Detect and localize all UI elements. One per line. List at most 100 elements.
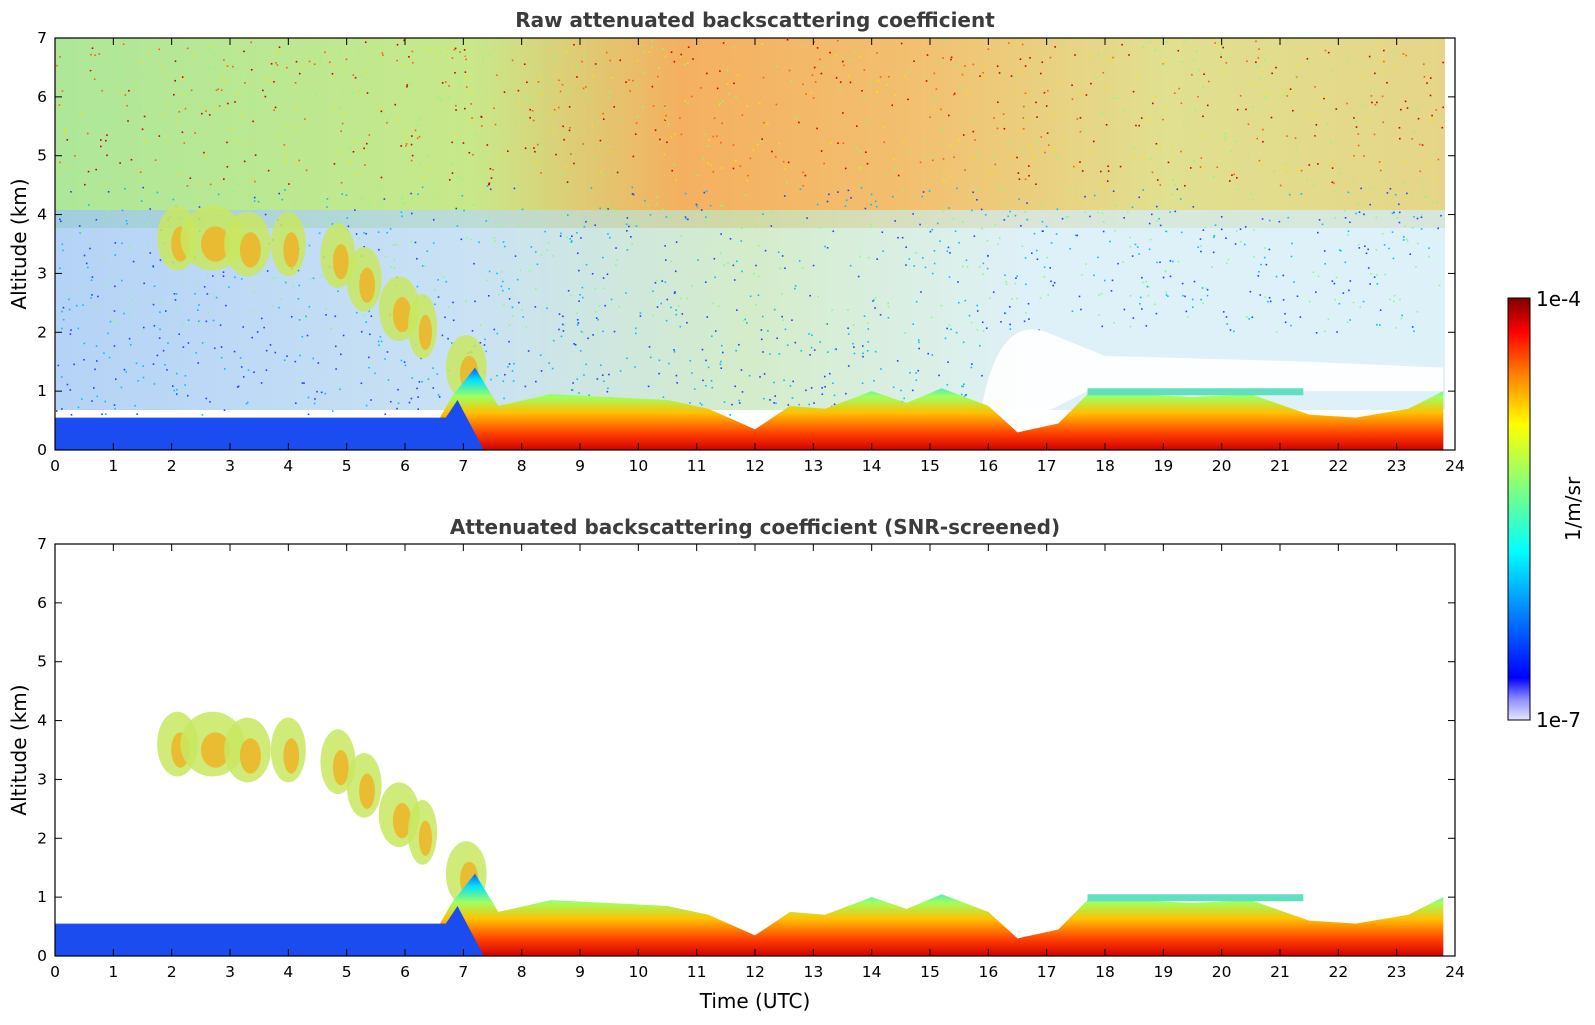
noise-speck xyxy=(165,73,168,76)
noise-speck xyxy=(976,304,978,307)
noise-speck xyxy=(1399,298,1401,301)
noise-speck xyxy=(1206,104,1209,107)
noise-speck xyxy=(1154,49,1156,52)
noise-speck xyxy=(1025,283,1027,286)
noise-speck xyxy=(628,225,630,228)
noise-speck xyxy=(225,171,228,173)
noise-speck xyxy=(1284,321,1287,324)
noise-speck xyxy=(244,82,246,84)
noise-speck xyxy=(301,335,304,338)
noise-speck xyxy=(884,172,887,175)
noise-speck xyxy=(161,114,164,116)
noise-speck xyxy=(326,218,329,221)
noise-speck xyxy=(352,92,354,94)
y-tick-label: 7 xyxy=(37,535,47,553)
noise-speck xyxy=(804,174,807,177)
noise-speck xyxy=(1043,276,1046,278)
noise-speck xyxy=(78,225,81,227)
noise-speck xyxy=(1024,257,1027,259)
noise-speck xyxy=(485,220,488,222)
noise-speck xyxy=(158,337,161,339)
noise-speck xyxy=(534,251,537,253)
noise-speck xyxy=(1217,43,1220,46)
x-tick-label: 14 xyxy=(862,457,882,475)
noise-speck xyxy=(948,207,950,209)
noise-speck xyxy=(733,82,735,85)
noise-speck xyxy=(320,391,323,394)
noise-speck xyxy=(1296,295,1299,298)
noise-speck xyxy=(282,77,285,79)
noise-speck xyxy=(1253,256,1255,258)
noise-speck xyxy=(679,325,682,328)
cloud-plume-core xyxy=(392,296,412,333)
noise-speck xyxy=(159,328,161,331)
noise-speck xyxy=(113,310,116,312)
noise-speck xyxy=(602,330,604,333)
noise-speck xyxy=(1198,69,1200,71)
noise-speck xyxy=(1018,178,1021,180)
noise-speck xyxy=(500,156,502,159)
noise-speck xyxy=(933,98,936,101)
noise-speck xyxy=(555,153,557,156)
noise-speck xyxy=(566,214,569,216)
noise-speck xyxy=(595,317,598,319)
noise-speck xyxy=(298,159,301,162)
noise-speck xyxy=(799,188,802,191)
noise-speck xyxy=(1258,48,1260,50)
noise-speck xyxy=(842,57,844,59)
y-tick-label: 0 xyxy=(37,441,47,459)
noise-speck xyxy=(912,323,914,325)
noise-speck xyxy=(559,90,562,93)
noise-speck xyxy=(1331,167,1334,169)
noise-speck xyxy=(576,63,579,66)
noise-speck xyxy=(925,80,928,82)
noise-speck xyxy=(1023,105,1025,108)
noise-speck xyxy=(1027,302,1030,305)
noise-speck xyxy=(1220,228,1223,231)
noise-speck xyxy=(546,307,548,310)
noise-speck xyxy=(903,141,905,143)
noise-speck xyxy=(1294,75,1297,78)
noise-speck xyxy=(328,61,331,64)
noise-speck xyxy=(350,159,353,162)
noise-speck xyxy=(534,150,536,153)
noise-speck xyxy=(1141,276,1143,279)
noise-speck xyxy=(552,127,555,130)
noise-speck xyxy=(1176,188,1179,191)
noise-speck xyxy=(960,393,963,396)
noise-speck xyxy=(917,339,920,341)
noise-speck xyxy=(240,366,243,368)
noise-speck xyxy=(1355,212,1357,215)
noise-speck xyxy=(1061,217,1064,220)
noise-speck xyxy=(974,139,976,141)
noise-speck xyxy=(1053,149,1056,151)
noise-speck xyxy=(1245,316,1248,318)
noise-speck xyxy=(1089,215,1091,218)
noise-speck xyxy=(1202,229,1205,231)
noise-speck xyxy=(775,103,778,106)
noise-speck xyxy=(1247,123,1250,126)
noise-speck xyxy=(232,65,234,68)
noise-speck xyxy=(1225,237,1227,239)
noise-speck xyxy=(1225,62,1228,64)
noise-speck xyxy=(1389,187,1392,190)
noise-speck xyxy=(664,245,666,247)
noise-speck xyxy=(1155,312,1158,315)
noise-speck xyxy=(1036,141,1038,144)
noise-speck xyxy=(297,269,300,272)
noise-speck xyxy=(1416,311,1419,313)
noise-speck xyxy=(422,177,424,180)
noise-speck xyxy=(101,215,104,218)
noise-speck xyxy=(114,254,117,256)
noise-speck xyxy=(124,187,126,190)
noise-speck xyxy=(1326,123,1328,125)
noise-speck xyxy=(181,93,184,96)
noise-speck xyxy=(998,237,1001,240)
noise-speck xyxy=(970,366,973,369)
x-tick-label: 5 xyxy=(342,457,352,475)
noise-speck xyxy=(1079,117,1082,119)
noise-speck xyxy=(1252,199,1254,201)
cloud-plume-core xyxy=(392,802,412,839)
noise-speck xyxy=(977,190,979,192)
noise-speck xyxy=(465,300,467,303)
